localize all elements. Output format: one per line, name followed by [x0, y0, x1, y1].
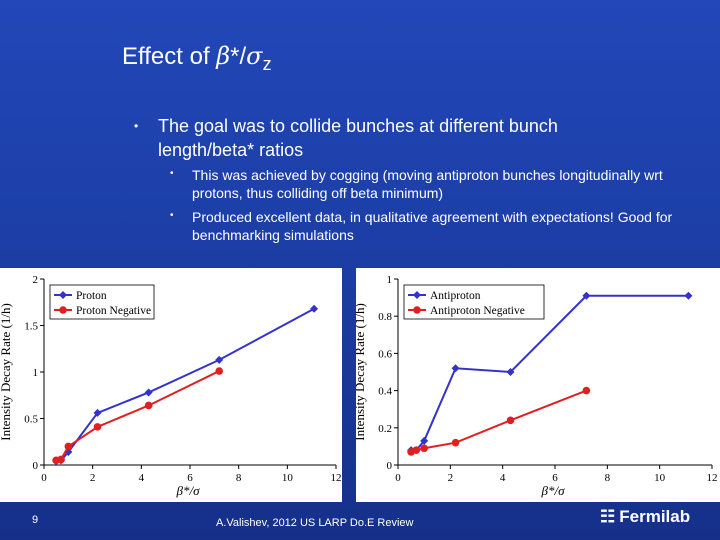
legend-label: Proton	[76, 290, 107, 302]
x-tick-label: 4	[500, 472, 506, 484]
x-tick-label: 2	[448, 472, 454, 484]
series-line-blue	[55, 307, 315, 463]
bullet-dot-icon: •	[134, 119, 139, 133]
y-tick-label: 1	[33, 367, 39, 379]
title-sigma: σ	[246, 42, 263, 70]
proton-chart-svg: 0 2 4 6 8 10 12 0 0.5 1 1.5 2 β*/σ Intensity Decay Ra…	[0, 274, 342, 498]
antiproton-chart: 0 2 4 6 8 10 12 0 0.2 0.4 0.6 0.8 1 β*/σ Intensity Dec…	[352, 268, 720, 502]
x-tick-label: 12	[707, 472, 718, 484]
data-point-circle	[64, 442, 73, 451]
y-tick-label: 0.4	[378, 386, 392, 398]
sub-bullet-text: This was achieved by cogging (moving ant…	[192, 167, 663, 201]
title-prefix: Effect of	[122, 43, 217, 70]
x-tick-label: 10	[282, 472, 294, 484]
data-point-diamond	[215, 355, 224, 364]
x-tick-label: 8	[605, 472, 611, 484]
antiproton-chart-svg: 0 2 4 6 8 10 12 0 0.2 0.4 0.6 0.8 1 β*/σ Intensity Dec…	[352, 274, 718, 498]
legend-box	[49, 284, 155, 320]
x-axis-label: β*/σ	[541, 483, 566, 498]
legend-label: Antiproton Negative	[430, 305, 525, 317]
x-tick-label: 6	[187, 472, 193, 484]
legend-marker-diamond	[59, 291, 67, 299]
slide-title: Effect of β*/σz	[122, 42, 272, 74]
logo-text: Fermilab	[619, 507, 691, 526]
x-axis-label: β*/σ	[176, 483, 201, 498]
data-point-circle	[412, 446, 421, 454]
proton-chart: 0 2 4 6 8 10 12 0 0.5 1 1.5 2 β*/σ Intensity Decay Ra…	[0, 268, 342, 502]
data-point-diamond	[684, 291, 693, 300]
sub-bullet-text: Produced excellent data, in qualitative …	[192, 209, 673, 243]
x-tick-label: 8	[236, 472, 242, 484]
data-point-diamond	[93, 408, 102, 417]
main-bullet-text: The goal was to collide bunches at diffe…	[158, 116, 558, 160]
x-tick-label: 2	[90, 472, 96, 484]
series-line-red	[55, 370, 220, 462]
y-tick-label: 0.8	[378, 311, 392, 323]
y-tick-label: 0.6	[378, 348, 392, 360]
y-tick-label: 0	[33, 460, 39, 472]
x-tick-label: 0	[395, 472, 401, 484]
data-point-circle	[215, 367, 223, 375]
data-point-circle	[506, 416, 515, 425]
y-tick-label: 1.5	[24, 321, 38, 333]
legend-label: Proton Negative	[76, 305, 151, 317]
legend-marker-circle	[413, 306, 421, 314]
y-tick-label: 0.2	[378, 423, 392, 435]
legend-box	[403, 284, 545, 320]
data-point-circle	[144, 401, 153, 410]
title-mid: */	[230, 43, 247, 70]
y-tick-label: 2	[33, 274, 39, 286]
x-tick-label: 10	[654, 472, 666, 484]
legend-label: Antiproton	[430, 290, 481, 302]
data-point-diamond	[582, 291, 591, 300]
x-tick-label: 6	[552, 472, 558, 484]
page-number: 9	[32, 514, 39, 526]
data-point-diamond	[310, 304, 319, 313]
data-point-circle	[57, 455, 65, 464]
y-tick-label: 0.5	[24, 414, 38, 426]
title-subscript: z	[262, 54, 272, 74]
bullet-dot-icon: •	[170, 168, 174, 179]
bullet-dot-icon: •	[170, 210, 174, 221]
data-point-circle	[451, 438, 460, 447]
y-tick-label: 0	[387, 460, 393, 472]
y-axis-label: Intensity Decay Rate (1/h)	[0, 303, 13, 441]
data-point-diamond	[144, 388, 153, 397]
data-point-diamond	[64, 447, 73, 456]
legend-marker-diamond	[413, 291, 421, 299]
y-tick-label: 1	[387, 274, 393, 286]
legend-marker-circle	[59, 306, 67, 314]
data-point-circle	[420, 444, 428, 453]
data-point-diamond	[420, 436, 429, 445]
series-line-red	[410, 389, 587, 453]
data-point-circle	[93, 423, 102, 431]
fermilab-logo: ☷ Fermilab	[600, 507, 690, 527]
y-axis-label: Intensity Decay Rate (1/h)	[356, 303, 367, 441]
x-tick-label: 4	[139, 472, 145, 484]
title-beta: β	[216, 42, 231, 70]
footer-credit: A.Valishev, 2012 US LARP Do.E Review	[216, 517, 414, 529]
x-tick-label: 12	[331, 472, 342, 484]
fermilab-logo-icon: ☷	[600, 507, 616, 526]
x-tick-label: 0	[41, 472, 47, 484]
data-point-circle	[582, 386, 591, 395]
data-point-diamond	[451, 364, 460, 373]
data-point-diamond	[506, 368, 515, 376]
